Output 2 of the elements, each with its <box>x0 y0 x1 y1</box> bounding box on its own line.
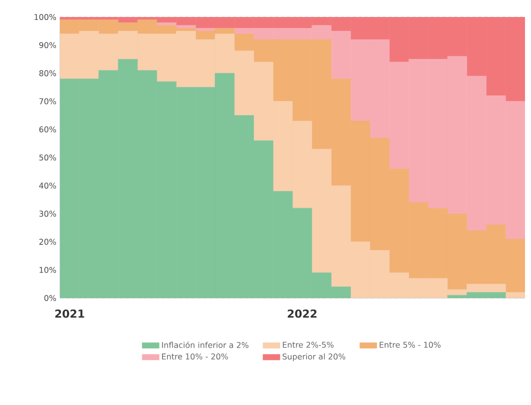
x-tick-label: 2022 <box>288 310 316 318</box>
x-tick-label: 2021 <box>55 310 84 318</box>
